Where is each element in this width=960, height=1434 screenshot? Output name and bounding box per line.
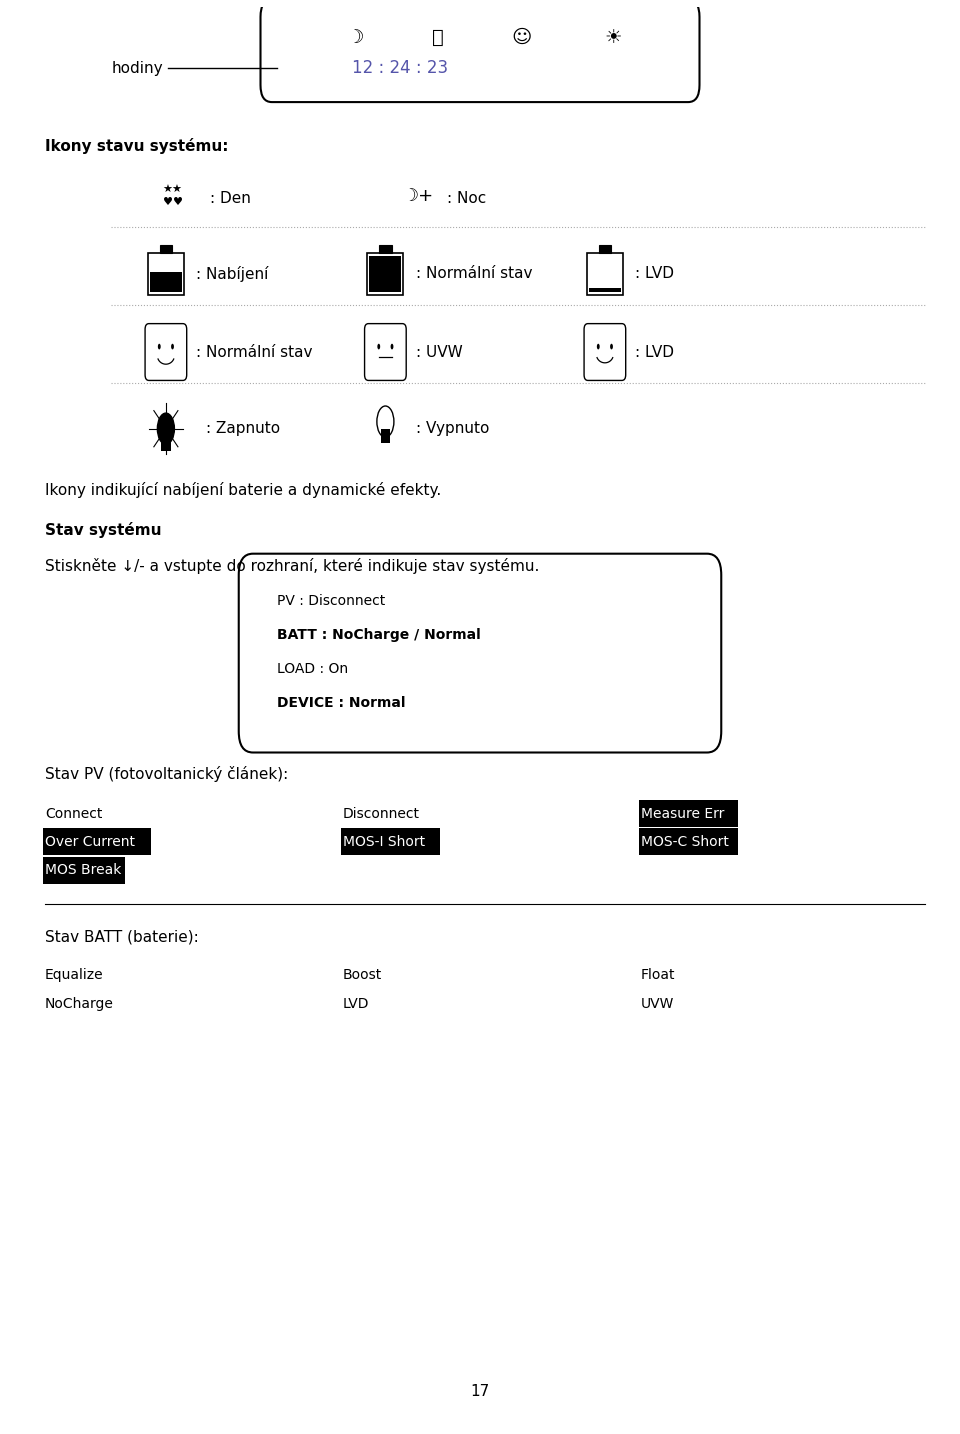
Text: Over Current: Over Current: [45, 835, 134, 849]
Text: MOS-C Short: MOS-C Short: [641, 835, 729, 849]
Text: : Nabíjení: : Nabíjení: [196, 265, 269, 282]
Text: ☽+: ☽+: [403, 186, 434, 205]
Text: LOAD : On: LOAD : On: [276, 661, 348, 675]
Ellipse shape: [377, 344, 380, 350]
Bar: [159, 245, 172, 252]
Ellipse shape: [391, 344, 394, 350]
Text: PV : Disconnect: PV : Disconnect: [276, 594, 385, 608]
FancyBboxPatch shape: [239, 554, 721, 753]
Bar: [639, 800, 738, 827]
Ellipse shape: [171, 344, 174, 350]
Ellipse shape: [597, 344, 600, 350]
Text: 17: 17: [470, 1384, 490, 1400]
Text: : Den: : Den: [210, 191, 252, 206]
FancyBboxPatch shape: [584, 324, 626, 380]
Bar: [148, 252, 184, 295]
FancyBboxPatch shape: [260, 0, 700, 102]
Text: Float: Float: [641, 968, 675, 982]
Text: Disconnect: Disconnect: [343, 806, 420, 820]
Ellipse shape: [377, 406, 394, 437]
Bar: [599, 245, 612, 252]
Text: Stav PV (fotovoltanický článek):: Stav PV (fotovoltanický článek):: [45, 766, 288, 782]
Text: Stav systému: Stav systému: [45, 522, 161, 538]
Text: Measure Err: Measure Err: [641, 806, 724, 820]
Ellipse shape: [157, 344, 160, 350]
Text: ☺: ☺: [512, 27, 532, 47]
Text: : Noc: : Noc: [447, 191, 486, 206]
Text: : LVD: : LVD: [636, 344, 674, 360]
FancyBboxPatch shape: [365, 324, 406, 380]
Bar: [43, 858, 125, 883]
Text: ⎕: ⎕: [433, 27, 444, 47]
Text: BATT : NoCharge / Normal: BATT : NoCharge / Normal: [276, 628, 480, 641]
Text: Stiskněte ↓/- a vstupte do rozhraní, které indikuje stav systému.: Stiskněte ↓/- a vstupte do rozhraní, kte…: [45, 558, 540, 575]
Text: Connect: Connect: [45, 806, 102, 820]
Text: Ikony stavu systému:: Ikony stavu systému:: [45, 138, 228, 153]
Ellipse shape: [157, 413, 175, 445]
Text: ☽: ☽: [347, 27, 364, 47]
Bar: [639, 829, 738, 856]
Text: LVD: LVD: [343, 997, 370, 1011]
Text: ☀: ☀: [605, 27, 622, 47]
Text: : Vypnuto: : Vypnuto: [416, 422, 489, 436]
Bar: [43, 829, 151, 856]
Text: Boost: Boost: [343, 968, 382, 982]
Text: : UVW: : UVW: [416, 344, 463, 360]
Bar: [370, 257, 401, 293]
Text: MOS-I Short: MOS-I Short: [343, 835, 425, 849]
Bar: [368, 252, 403, 295]
Bar: [161, 442, 171, 452]
Text: : Zapnuto: : Zapnuto: [205, 422, 279, 436]
Ellipse shape: [611, 344, 612, 350]
Bar: [381, 429, 390, 443]
Text: Stav BATT (baterie):: Stav BATT (baterie):: [45, 929, 199, 945]
Text: Equalize: Equalize: [45, 968, 104, 982]
Text: hodiny: hodiny: [111, 60, 163, 76]
Bar: [150, 272, 182, 293]
Bar: [587, 252, 623, 295]
Text: Ikony indikující nabíjení baterie a dynamické efekty.: Ikony indikující nabíjení baterie a dyna…: [45, 482, 441, 498]
Text: : LVD: : LVD: [636, 267, 674, 281]
Text: NoCharge: NoCharge: [45, 997, 113, 1011]
Bar: [588, 288, 621, 293]
Bar: [379, 245, 392, 252]
Text: : Normální stav: : Normální stav: [196, 344, 313, 360]
Text: ★★
♥♥: ★★ ♥♥: [162, 185, 182, 206]
FancyBboxPatch shape: [145, 324, 186, 380]
Text: UVW: UVW: [641, 997, 674, 1011]
Text: 12 : 24 : 23: 12 : 24 : 23: [351, 59, 447, 77]
Text: DEVICE : Normal: DEVICE : Normal: [276, 695, 405, 710]
Text: MOS Break: MOS Break: [45, 863, 121, 878]
Text: : Normální stav: : Normální stav: [416, 267, 532, 281]
Bar: [341, 829, 441, 856]
